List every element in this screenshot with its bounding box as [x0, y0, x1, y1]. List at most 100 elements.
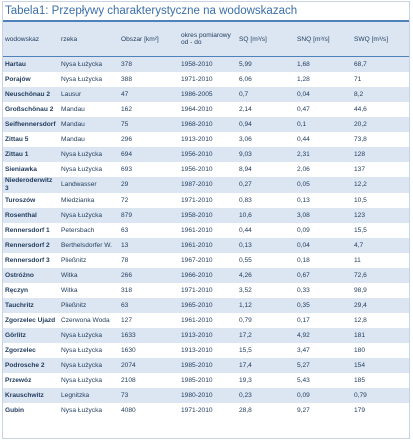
table-cell: 0,09 [295, 388, 352, 403]
document: Tabela1: Przepływy charakterystyczne na … [2, 1, 410, 439]
table-cell: 0,44 [239, 226, 252, 234]
table-cell: 71 [354, 75, 362, 83]
table-cell: Rennersdorf 2 [3, 238, 59, 253]
table-cell: 0,79 [239, 316, 252, 324]
table-cell: 0,83 [239, 196, 252, 204]
table-cell: Nysa Łużycka [61, 75, 103, 83]
table-cell: Legnitzka [59, 388, 119, 403]
table-cell: 10,6 [237, 208, 295, 223]
table-cell: 1913-2010 [181, 135, 213, 143]
table-row: Ręczyn Witka 318 1971-2010 3,52 0,33 98,9 [3, 283, 409, 298]
table-cell: 9,27 [297, 406, 310, 414]
table-row: Görlitz Nysa Łużycka 1633 1913-2010 17,2 4,92… [3, 328, 409, 343]
table-cell: 1958-2010 [179, 56, 237, 72]
table-cell: 1913-2010 [179, 328, 237, 343]
table-cell: 15,5 [239, 346, 252, 354]
table-cell: 28,8 [239, 406, 252, 414]
table-cell: 0,67 [295, 268, 352, 283]
table-cell: 318 [121, 286, 133, 294]
table-cell: 1971-2010 [181, 286, 213, 294]
table-cell: 1956-2010 [181, 165, 213, 173]
table-cell: Nysa Łużycka [61, 346, 103, 354]
table-cell: Ręczyn [5, 286, 29, 294]
table-cell: Rosenthal [3, 208, 59, 223]
table-cell: 127 [121, 316, 133, 324]
table-cell: Zgorzelec [5, 346, 36, 354]
table-row: Rennersdorf 1 Petersbach 63 1961-2010 0,44 0,… [3, 223, 409, 238]
table-row: Hartau Nysa Łużycka 378 1958-2010 5,99 1,68 68… [3, 56, 409, 72]
table-cell: Zgorzelec Ujazd [5, 316, 56, 324]
header-cell: SQ [m³/s] [237, 22, 295, 57]
table-cell: 0,7 [237, 87, 295, 102]
table-cell: Turoszów [5, 196, 36, 204]
table-cell: 73 [119, 388, 179, 403]
table-cell: 1986-2005 [179, 87, 237, 102]
table-cell: 1985-2010 [181, 376, 213, 384]
table-cell: 5,99 [237, 56, 295, 72]
table-cell: 15,5 [354, 226, 367, 234]
table-cell: 44,6 [354, 105, 367, 113]
table-cell: Gubin [5, 406, 25, 414]
table-cell: Pließnitz [61, 256, 87, 264]
table-cell: Witka [61, 286, 78, 294]
table-cell: Nysa Łużycka [59, 208, 119, 223]
table-cell: 694 [119, 147, 179, 162]
table-cell: Nysa Łużycka [59, 147, 119, 162]
table-cell: 0,79 [352, 388, 409, 403]
table-cell: Petersbach [61, 226, 95, 234]
table-cell: 2,06 [297, 165, 310, 173]
table-cell: 0,13 [237, 238, 295, 253]
table-cell: Berthelsdorfer W. [59, 238, 119, 253]
table-cell: 1971-2010 [181, 196, 213, 204]
table-cell: 75 [119, 117, 179, 132]
table-cell: 693 [121, 165, 133, 173]
table-cell: 1,28 [297, 75, 310, 83]
table-cell: 185 [354, 376, 366, 384]
table-cell: 266 [119, 268, 179, 283]
table-cell: Zittau 5 [5, 135, 29, 143]
table-cell: 12,2 [352, 177, 409, 193]
table-cell: Nysa Łużycka [59, 328, 119, 343]
header-cell: SWQ [m³/s] [352, 22, 409, 57]
table-cell: 0,09 [297, 226, 310, 234]
table-cell: 1985-2010 [179, 358, 237, 373]
table-cell: 181 [352, 328, 409, 343]
table-cell: Krauschwitz [3, 388, 59, 403]
table-cell: 1961-2010 [181, 316, 213, 324]
table-cell: 1971-2010 [181, 75, 213, 83]
table-row: Zgorzelec Nysa Łużycka 1630 1913-2010 15,5 3,… [3, 343, 409, 358]
table-cell: Rennersdorf 3 [5, 256, 50, 264]
table-cell: Görlitz [3, 328, 59, 343]
table-cell: 296 [121, 135, 133, 143]
table-cell: 29 [119, 177, 179, 193]
table-cell: 0,13 [297, 196, 310, 204]
table-cell: Mandau [61, 105, 85, 113]
table-row: Neuschönau 2 Lausur 47 1986-2005 0,7 0,04 8,2 [3, 87, 409, 102]
table-cell: 2074 [119, 358, 179, 373]
table-cell: 12,8 [354, 316, 367, 324]
table-cell: 0,35 [295, 298, 352, 313]
table-cell: Nysa Łużycka [61, 406, 103, 414]
table-cell: 0,27 [237, 177, 295, 193]
table-cell: Nysa Łużycka [59, 358, 119, 373]
header-cell: wodowskaz [3, 22, 59, 57]
table-row: Zgorzelec Ujazd Czerwona Woda 127 1961-2010… [3, 313, 409, 328]
header-cell: rzeka [59, 22, 119, 57]
table-cell: 3,08 [295, 208, 352, 223]
table-cell: 17,2 [237, 328, 295, 343]
table-cell: 29,4 [352, 298, 409, 313]
table-cell: Porajów [5, 75, 31, 83]
table-cell: 1966-2010 [179, 268, 237, 283]
header-cell: SNQ [m³/s] [295, 22, 352, 57]
table-row: Przewóz Nysa Łużycka 2108 1985-2010 19,3 5,43… [3, 373, 409, 388]
table-row: Porajów Nysa Łużycka 388 1971-2010 6,06 1,28 7… [3, 72, 409, 87]
table-cell: 8,94 [239, 165, 252, 173]
table-cell: Przewóz [5, 376, 32, 384]
table-cell: 3,47 [297, 346, 310, 354]
table-row: Großschönau 2 Mandau 162 1964-2010 2,14 0,47 4… [3, 102, 409, 117]
table-cell: 63 [119, 298, 179, 313]
table-cell: 1,12 [237, 298, 295, 313]
table-cell: 1967-2010 [181, 256, 213, 264]
table-cell: 9,03 [237, 147, 295, 162]
table-cell: 63 [121, 226, 129, 234]
